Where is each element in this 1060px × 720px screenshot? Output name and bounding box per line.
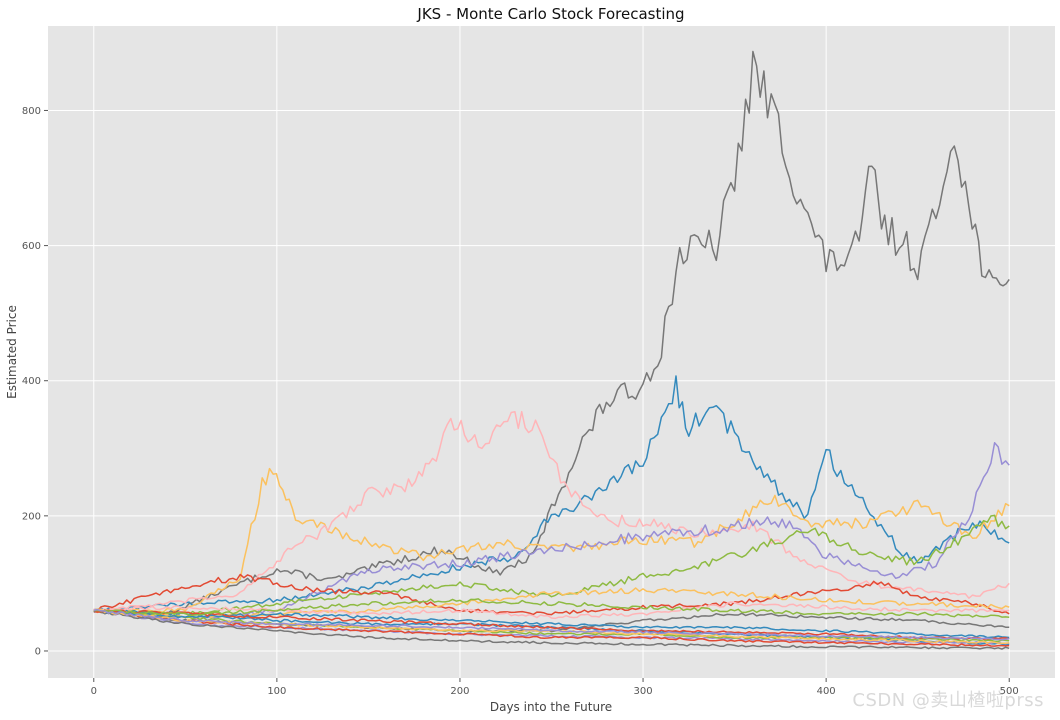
x-axis-ticks: 0 100 200 300 400 500 xyxy=(91,678,1019,697)
y-axis-ticks: 0 200 400 600 800 xyxy=(22,106,48,657)
watermark-text: CSDN @卖山楂啦prss xyxy=(852,690,1044,711)
series-line-1 xyxy=(93,50,1010,616)
series-line-11 xyxy=(93,601,1010,620)
x-tick-label: 500 xyxy=(1000,686,1019,697)
y-tick-label: 800 xyxy=(22,106,41,117)
series-line-3 xyxy=(93,467,1010,613)
x-tick-label: 400 xyxy=(817,686,836,697)
series-line-7 xyxy=(93,573,1010,616)
y-tick-label: 200 xyxy=(22,511,41,522)
series-line-6 xyxy=(93,514,1010,616)
grid xyxy=(48,26,1055,678)
x-tick-label: 200 xyxy=(450,686,469,697)
series-line-14 xyxy=(93,609,1010,647)
series-lines xyxy=(93,50,1010,650)
y-tick-label: 600 xyxy=(22,241,41,252)
x-tick-label: 0 xyxy=(91,686,97,697)
y-tick-label: 400 xyxy=(22,376,41,387)
x-tick-label: 100 xyxy=(267,686,286,697)
chart-title: JKS - Monte Carlo Stock Forecasting xyxy=(416,5,684,23)
x-tick-label: 300 xyxy=(633,686,652,697)
x-axis-label: Days into the Future xyxy=(490,700,612,714)
series-line-15 xyxy=(93,610,1010,650)
series-line-18 xyxy=(93,609,1010,640)
series-line-19 xyxy=(93,598,1010,618)
series-line-20 xyxy=(93,608,1010,641)
y-axis-label: Estimated Price xyxy=(5,305,19,399)
series-line-2 xyxy=(93,375,1010,612)
series-line-5 xyxy=(93,442,1010,623)
series-line-4 xyxy=(93,410,1010,612)
plot-background xyxy=(48,26,1055,678)
y-tick-label: 0 xyxy=(35,646,41,657)
